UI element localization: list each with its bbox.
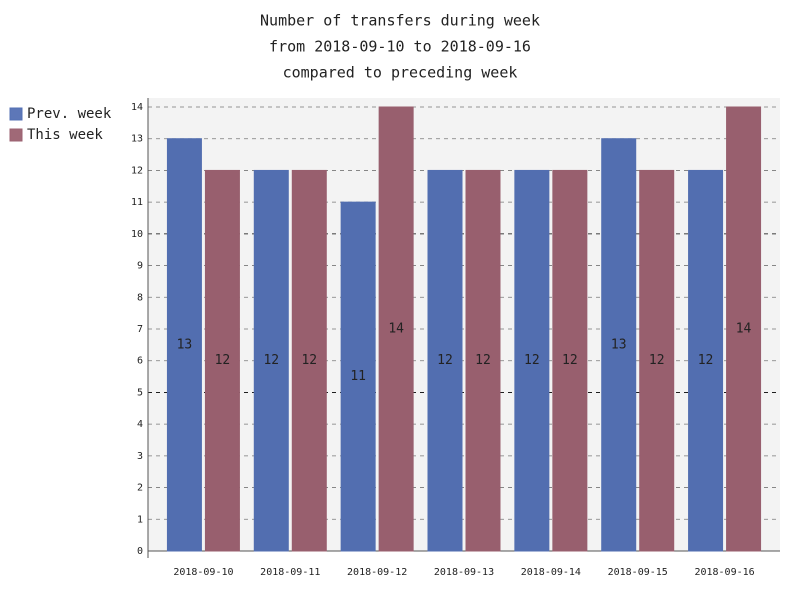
plot-background	[148, 98, 780, 551]
bar	[291, 169, 327, 552]
y-tick-label: 13	[131, 134, 143, 145]
bar	[688, 169, 724, 552]
y-tick-label: 4	[137, 419, 143, 430]
y-tick-label: 1	[137, 514, 143, 525]
bar	[465, 169, 501, 552]
value-label: 12	[698, 353, 714, 368]
value-label: 12	[475, 353, 491, 368]
value-label: 12	[649, 353, 665, 368]
bar	[378, 106, 414, 552]
value-label: 12	[524, 353, 540, 368]
y-tick-label: 9	[137, 261, 143, 272]
value-label: 14	[388, 322, 404, 337]
legend-label: Prev. week	[27, 106, 112, 122]
x-tick-label: 2018-09-14	[521, 567, 581, 578]
bar	[726, 106, 762, 552]
y-tick-label: 3	[137, 451, 143, 462]
x-tick-label: 2018-09-15	[608, 567, 668, 578]
chart-title: Number of transfers during week	[260, 12, 540, 30]
value-label: 12	[562, 353, 578, 368]
bar	[340, 201, 376, 552]
y-tick-label: 0	[137, 546, 143, 557]
chart-title: compared to preceding week	[283, 64, 518, 82]
y-tick-label: 10	[131, 229, 143, 240]
y-tick-label: 7	[137, 324, 143, 335]
bar	[427, 169, 463, 552]
value-label: 12	[301, 353, 317, 368]
bar	[204, 169, 240, 552]
y-tick-label: 5	[137, 387, 143, 398]
y-tick-label: 14	[131, 102, 143, 113]
bar	[253, 169, 289, 552]
value-label: 12	[437, 353, 453, 368]
y-tick-label: 6	[137, 356, 143, 367]
x-tick-label: 2018-09-10	[173, 567, 233, 578]
chart-title: from 2018-09-10 to 2018-09-16	[269, 38, 531, 56]
y-tick-label: 2	[137, 483, 143, 494]
bar	[166, 138, 202, 552]
y-tick-label: 8	[137, 292, 143, 303]
y-tick-label: 12	[131, 165, 143, 176]
value-label: 12	[215, 353, 231, 368]
x-tick-label: 2018-09-12	[347, 567, 407, 578]
legend-label: This week	[27, 127, 103, 143]
y-tick-label: 11	[131, 197, 143, 208]
x-tick-label: 2018-09-13	[434, 567, 494, 578]
value-label: 12	[263, 353, 279, 368]
bar	[601, 138, 637, 552]
x-tick-label: 2018-09-16	[694, 567, 754, 578]
value-label: 11	[350, 369, 366, 384]
value-label: 14	[736, 322, 752, 337]
value-label: 13	[177, 337, 193, 352]
bar	[552, 169, 588, 552]
x-tick-label: 2018-09-11	[260, 567, 320, 578]
legend-swatch	[9, 128, 23, 142]
legend-swatch	[9, 107, 23, 121]
bar	[514, 169, 550, 552]
bar	[639, 169, 675, 552]
value-label: 13	[611, 337, 627, 352]
